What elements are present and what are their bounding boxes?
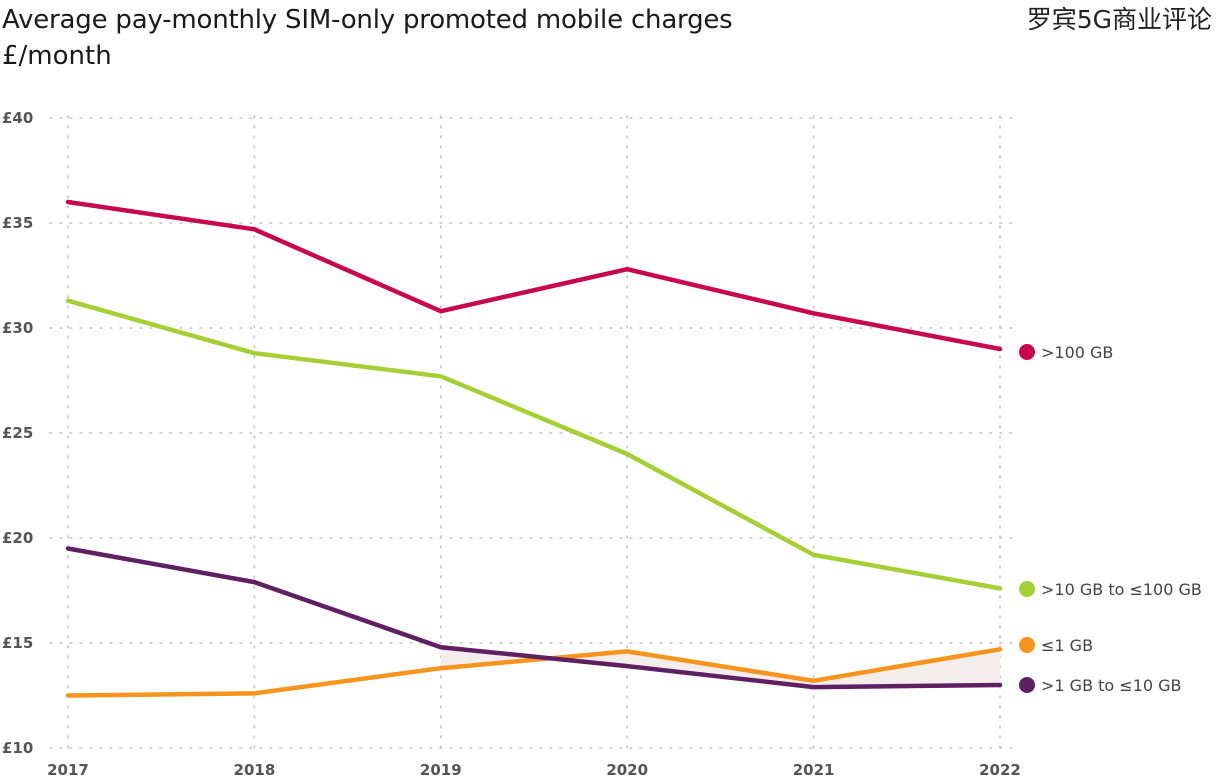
- series-line: [65, 199, 1003, 352]
- watermark: 罗宾5G商业评论: [1026, 5, 1212, 34]
- x-tick-label: 2017: [47, 761, 89, 779]
- x-tick-label: 2020: [606, 761, 648, 779]
- chart-subtitle: £/month: [2, 41, 112, 71]
- y-tick-label: £20: [2, 529, 33, 547]
- legend-label: ≤1 GB: [1041, 636, 1093, 655]
- x-tick-label: 2019: [420, 761, 462, 779]
- legend: >100 GB >10 GB to ≤100 GB ≤1 GB >1 GB to ≤1…: [1019, 343, 1202, 695]
- y-tick-label: £25: [2, 424, 33, 442]
- y-tick-label: £35: [2, 214, 33, 232]
- y-tick-label: £30: [2, 319, 33, 337]
- y-axis-ticks: £40 £35 £30 £25 £20 £15 £10: [2, 109, 33, 757]
- y-tick-label: £15: [2, 634, 33, 652]
- legend-label: >10 GB to ≤100 GB: [1041, 580, 1202, 599]
- series-lines: [65, 199, 1003, 698]
- series-line: [65, 298, 1003, 591]
- x-tick-label: 2022: [979, 761, 1021, 779]
- y-tick-label: £40: [2, 109, 33, 127]
- legend-label: >100 GB: [1041, 343, 1113, 362]
- legend-label: >1 GB to ≤10 GB: [1041, 676, 1182, 695]
- legend-marker: [1019, 677, 1035, 693]
- y-tick-label: £10: [2, 739, 33, 757]
- x-axis-ticks: 2017 2018 2019 2020 2021 2022: [47, 761, 1021, 779]
- series-line: [65, 546, 1003, 690]
- legend-marker: [1019, 581, 1035, 597]
- legend-marker: [1019, 344, 1035, 360]
- x-tick-label: 2018: [234, 761, 276, 779]
- series-line: [65, 647, 1003, 698]
- x-tick-label: 2021: [793, 761, 835, 779]
- legend-marker: [1019, 637, 1035, 653]
- chart-title: Average pay-monthly SIM-only promoted mo…: [2, 5, 733, 35]
